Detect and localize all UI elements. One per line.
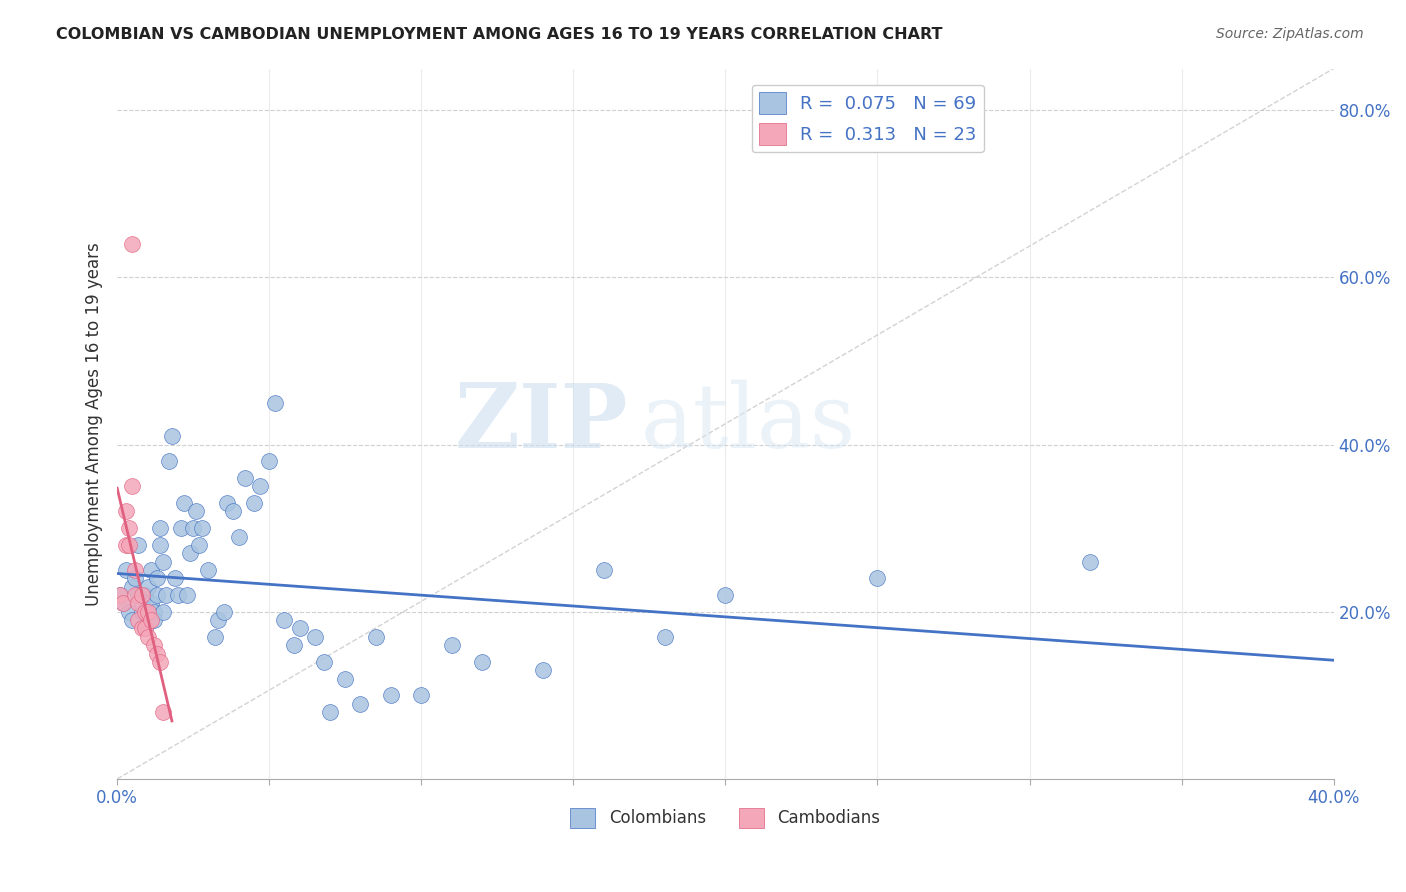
Point [139,563,162,577]
Point [163,571,186,585]
Point [124,588,146,602]
Point [112,596,135,610]
Point [364,630,387,644]
Point [207,613,229,627]
Text: Source: ZipAtlas.com: Source: ZipAtlas.com [1216,27,1364,41]
Point [124,571,146,585]
Point [204,630,226,644]
Point [118,538,141,552]
Legend: Colombians, Cambodians: Colombians, Cambodians [564,801,887,835]
Point [157,454,180,468]
Point [134,588,156,602]
Point [127,588,149,602]
Point [131,622,153,636]
Point [243,496,266,510]
Point [471,655,494,669]
Point [134,622,156,636]
Point [115,538,138,552]
Point [714,588,737,602]
Point [312,655,335,669]
Point [136,630,159,644]
Point [411,689,433,703]
Point [149,655,172,669]
Point [186,504,208,518]
Point [531,663,554,677]
Point [142,638,165,652]
Point [264,396,287,410]
Point [349,697,371,711]
Point [167,588,190,602]
Point [139,596,162,610]
Point [592,563,614,577]
Text: COLOMBIAN VS CAMBODIAN UNEMPLOYMENT AMONG AGES 16 TO 19 YEARS CORRELATION CHART: COLOMBIAN VS CAMBODIAN UNEMPLOYMENT AMON… [56,27,943,42]
Point [222,504,245,518]
Point [197,563,219,577]
Point [283,638,305,652]
Point [215,496,238,510]
Point [228,530,250,544]
Point [121,580,143,594]
Point [134,605,156,619]
Text: atlas: atlas [640,380,855,467]
Point [127,538,149,552]
Point [233,471,256,485]
Point [319,705,342,719]
Point [136,605,159,619]
Point [173,496,195,510]
Point [188,538,211,552]
Point [145,571,167,585]
Point [134,622,156,636]
Point [176,588,198,602]
Point [149,521,172,535]
Y-axis label: Unemployment Among Ages 16 to 19 years: Unemployment Among Ages 16 to 19 years [86,242,103,606]
Point [152,705,174,719]
Point [249,479,271,493]
Point [118,605,141,619]
Point [136,580,159,594]
Point [866,571,889,585]
Point [152,555,174,569]
Point [124,563,146,577]
Point [142,613,165,627]
Point [115,504,138,518]
Point [335,672,357,686]
Point [155,588,177,602]
Point [1078,555,1101,569]
Point [654,630,676,644]
Point [115,563,138,577]
Point [273,613,295,627]
Point [127,596,149,610]
Text: ZIP: ZIP [454,380,628,467]
Point [139,613,162,627]
Point [110,588,132,602]
Point [191,521,214,535]
Point [118,521,141,535]
Point [131,596,153,610]
Point [121,237,143,252]
Point [288,622,311,636]
Point [142,605,165,619]
Point [121,479,143,493]
Point [149,538,172,552]
Point [179,546,201,560]
Point [380,689,402,703]
Point [127,613,149,627]
Point [112,596,135,610]
Point [136,605,159,619]
Point [110,588,132,602]
Point [145,588,167,602]
Point [257,454,280,468]
Point [170,521,193,535]
Point [131,605,153,619]
Point [152,605,174,619]
Point [145,647,167,661]
Point [121,613,143,627]
Point [304,630,326,644]
Point [131,588,153,602]
Point [212,605,235,619]
Point [160,429,183,443]
Point [181,521,204,535]
Point [440,638,463,652]
